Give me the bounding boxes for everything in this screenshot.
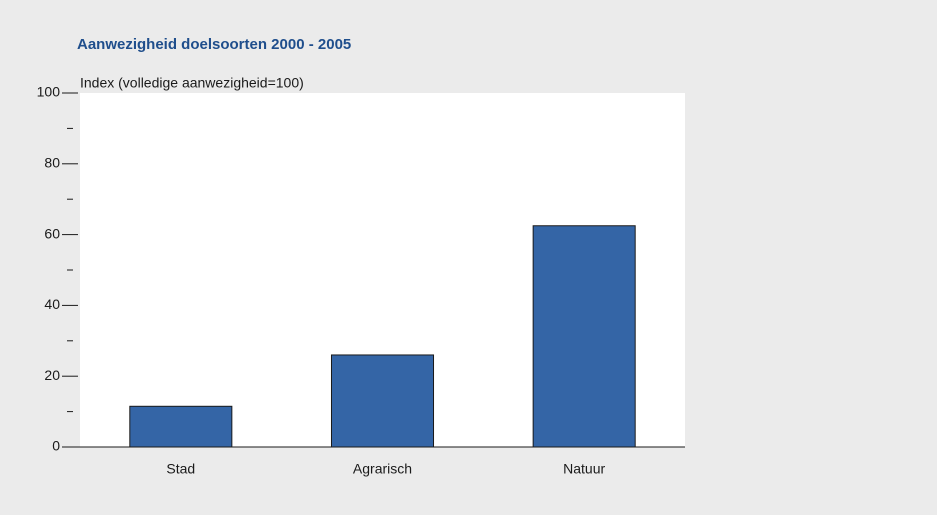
y-tick-label: 0: [52, 438, 60, 454]
y-tick-label: 60: [44, 225, 60, 241]
y-tick-label: 20: [44, 367, 60, 383]
x-tick-label: Natuur: [563, 461, 605, 477]
chart-title: Aanwezigheid doelsoorten 2000 - 2005: [77, 36, 351, 53]
bar: [532, 225, 636, 448]
x-tick-label: Stad: [166, 461, 195, 477]
x-tick-label: Agrarisch: [353, 461, 412, 477]
bar: [129, 405, 233, 448]
y-tick-label: 80: [44, 155, 60, 171]
y-axis-label: Index (volledige aanwezigheid=100): [80, 75, 304, 91]
y-tick-label: 40: [44, 296, 60, 312]
y-tick-label: 100: [37, 84, 61, 100]
bar: [330, 354, 435, 448]
